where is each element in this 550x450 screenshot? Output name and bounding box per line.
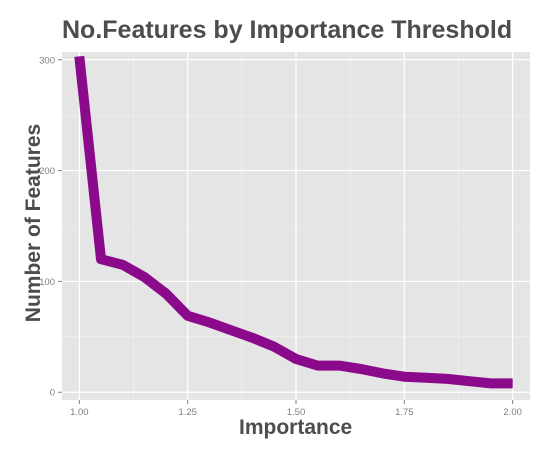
x-tick-label: 1.75 <box>395 407 414 418</box>
y-tick-label: 200 <box>39 166 55 177</box>
chart-title: No.Features by Importance Threshold <box>62 16 513 44</box>
y-tick-label: 0 <box>50 388 55 399</box>
y-tick-label: 100 <box>39 277 55 288</box>
x-axis-title: Importance <box>239 416 353 439</box>
data-line <box>74 55 513 389</box>
x-tick-label: 1.50 <box>287 407 306 418</box>
x-tick-label: 1.00 <box>70 407 89 418</box>
x-tick-label: 2.00 <box>503 407 522 418</box>
x-tick-label: 1.25 <box>178 407 197 418</box>
y-tick-label: 300 <box>39 55 55 66</box>
